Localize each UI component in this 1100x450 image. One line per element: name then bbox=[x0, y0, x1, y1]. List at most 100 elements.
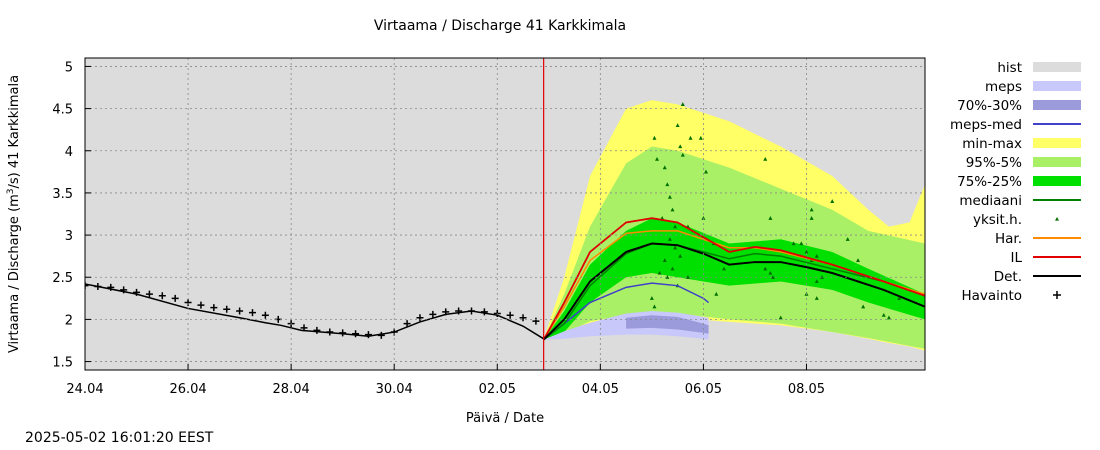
legend-swatch bbox=[1055, 217, 1059, 221]
legend-label: Det. bbox=[994, 269, 1022, 285]
x-tick-label: 24.04 bbox=[66, 382, 103, 397]
ensemble-member-point bbox=[768, 216, 773, 220]
observation-point bbox=[519, 314, 527, 322]
observation-point bbox=[339, 329, 347, 337]
observation-point bbox=[94, 283, 102, 291]
ensemble-member-point bbox=[678, 144, 683, 149]
x-tick-label: 06.05 bbox=[685, 382, 722, 397]
observation-point bbox=[107, 283, 115, 291]
ensemble-member-point bbox=[670, 266, 675, 271]
det-line bbox=[542, 242, 925, 341]
plot-frame bbox=[84, 57, 926, 371]
legend-label: min-max bbox=[962, 136, 1022, 152]
legend-swatch bbox=[1033, 138, 1081, 148]
ensemble-member-point bbox=[673, 245, 678, 250]
band-70-30 bbox=[626, 315, 709, 334]
legend-swatch bbox=[1033, 100, 1081, 110]
observation-point bbox=[364, 331, 372, 339]
x-axis-label: Päivä / Date bbox=[466, 411, 544, 426]
legend-label: meps-med bbox=[950, 117, 1022, 133]
ensemble-member-point bbox=[768, 270, 773, 275]
observation-point bbox=[120, 286, 128, 294]
y-tick-label: 5 bbox=[65, 60, 73, 75]
x-tick-label: 26.04 bbox=[169, 382, 206, 397]
ensemble-member-point bbox=[897, 296, 902, 300]
ensemble-member-point bbox=[799, 241, 804, 246]
observation-point bbox=[429, 310, 437, 318]
ensemble-member-point bbox=[830, 199, 835, 203]
ensemble-member-point bbox=[856, 258, 861, 262]
ensemble-member-point bbox=[886, 315, 891, 320]
y-tick-label: 4 bbox=[65, 145, 73, 160]
ensemble-member-point bbox=[778, 315, 783, 320]
ensemble-member-point bbox=[845, 237, 850, 241]
ensemble-member-point bbox=[701, 216, 706, 220]
observation-point bbox=[313, 326, 321, 334]
y-tick-label: 2 bbox=[65, 313, 73, 328]
ensemble-member-point bbox=[652, 304, 657, 309]
ensemble-member-point bbox=[809, 207, 814, 212]
observation-point bbox=[197, 301, 205, 309]
ensemble-member-point bbox=[763, 156, 768, 161]
observation-point bbox=[506, 311, 514, 319]
mediaani-line bbox=[543, 242, 925, 341]
ensemble-member-point bbox=[814, 279, 819, 284]
y-tick-label: 3.5 bbox=[52, 187, 73, 202]
ensemble-member-point bbox=[763, 266, 768, 271]
x-tick-label: 30.04 bbox=[376, 382, 413, 397]
ensemble-member-point bbox=[804, 249, 809, 254]
observation-point bbox=[261, 311, 269, 319]
observation-point bbox=[236, 307, 244, 315]
legend-label: hist bbox=[997, 60, 1022, 76]
grid bbox=[84, 58, 925, 370]
ensemble-member-point bbox=[688, 135, 693, 140]
legend: hist meps 70%-30% meps-med min-max 95%-5% 75%-… bbox=[950, 60, 1081, 304]
ensemble-member-point bbox=[667, 237, 672, 241]
x-tick-label: 02.05 bbox=[479, 382, 516, 397]
ensemble-member-point bbox=[814, 253, 819, 258]
ensemble-member-point bbox=[652, 135, 657, 140]
ensemble-member-point bbox=[667, 194, 672, 199]
ensemble-member-point bbox=[670, 207, 675, 212]
observation-point bbox=[480, 308, 488, 316]
observation-point bbox=[300, 324, 308, 332]
ensemble-member-point bbox=[770, 275, 775, 279]
axes: 1.5 2 2.5 3 3.5 4 4.5 5 24.04 26.04 28.04 30.04 02.0… bbox=[52, 60, 825, 397]
y-tick-label: 2.5 bbox=[52, 271, 73, 286]
legend-swatch bbox=[1033, 81, 1081, 91]
ensemble-member-point bbox=[680, 102, 685, 106]
observation-point bbox=[377, 331, 385, 339]
observation-point bbox=[145, 290, 153, 298]
timestamp: 2025-05-02 16:01:20 EEST bbox=[25, 430, 214, 446]
ensemble-member-point bbox=[675, 123, 680, 128]
observation-point bbox=[468, 307, 476, 315]
il-line bbox=[542, 217, 925, 341]
ensemble-member-point bbox=[685, 275, 690, 279]
observation-point bbox=[403, 320, 411, 328]
ensemble-member-point bbox=[722, 266, 727, 271]
observation-point bbox=[223, 305, 231, 313]
observation-point bbox=[455, 307, 463, 315]
legend-label: 95%-5% bbox=[966, 155, 1022, 171]
observation-point bbox=[532, 317, 540, 325]
ensemble-member-point bbox=[655, 156, 660, 161]
x-tick-label: 28.04 bbox=[273, 382, 310, 397]
observation-point bbox=[416, 314, 424, 322]
ensemble-member-point bbox=[814, 296, 819, 300]
observation-point bbox=[442, 308, 450, 316]
legend-label: mediaani bbox=[959, 193, 1022, 209]
ensemble-member-point bbox=[649, 296, 654, 300]
ensemble-member-point bbox=[809, 216, 814, 220]
observation-point bbox=[85, 282, 89, 290]
y-tick-label: 1.5 bbox=[52, 356, 73, 371]
ensemble-member-point bbox=[665, 275, 670, 279]
legend-label: meps bbox=[985, 79, 1022, 95]
y-tick-label: 4.5 bbox=[52, 103, 73, 118]
legend-label: yksit.h. bbox=[973, 212, 1022, 228]
ensemble-member-point bbox=[680, 152, 685, 157]
ensemble-member-point bbox=[698, 135, 703, 140]
observation-point bbox=[171, 294, 179, 302]
observation-point bbox=[248, 309, 256, 317]
chart-title: Virtaama / Discharge 41 Karkkimala bbox=[373, 18, 627, 34]
